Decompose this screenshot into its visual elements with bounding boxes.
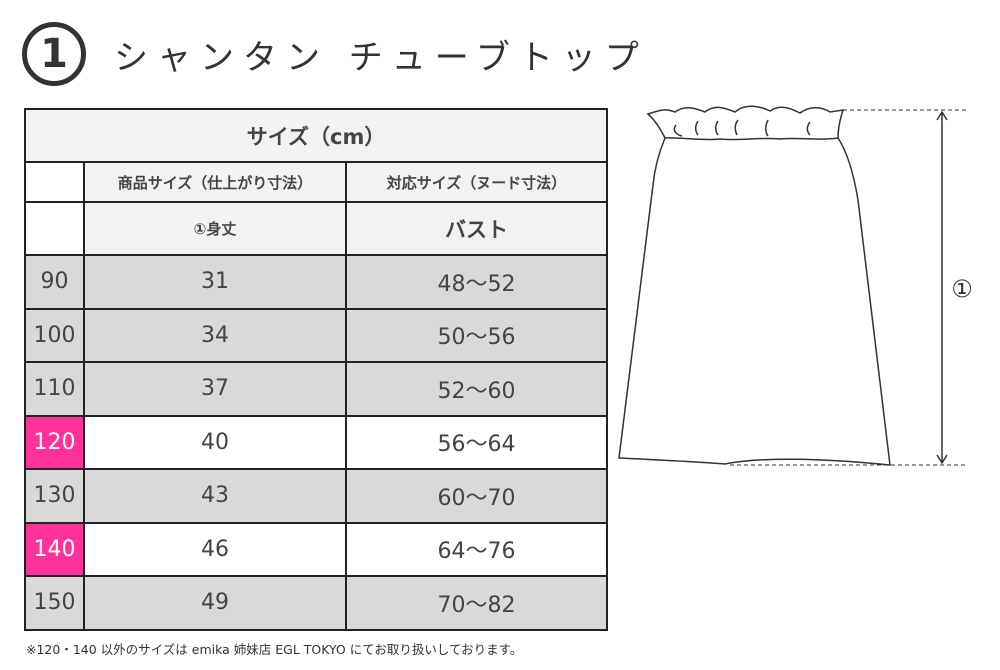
header-length: ①身丈	[83, 201, 347, 256]
circled-number: 1	[22, 22, 86, 86]
length-cell: 34	[83, 307, 347, 363]
size-cell: 120	[24, 414, 85, 470]
length-cell: 43	[83, 468, 347, 524]
bust-cell: 56～64	[345, 414, 608, 470]
table-row: 140 46 64～76	[24, 521, 608, 577]
table-row: 90 31 48～52	[24, 254, 608, 310]
table-row: 120 40 56～64	[24, 414, 608, 470]
garment-body	[618, 137, 891, 466]
bust-cell: 60～70	[345, 468, 608, 524]
footnote: ※120・140 以外のサイズは emika 姉妹店 EGL TOKYO にてお…	[26, 642, 523, 657]
bust-cell: 48～52	[345, 254, 608, 310]
length-cell: 49	[83, 575, 347, 631]
bust-cell: 52～60	[345, 361, 608, 417]
size-cell: 140	[24, 521, 85, 577]
page-title: 1 シャンタン チューブトップ	[22, 22, 648, 86]
bust-cell: 64～76	[345, 521, 608, 577]
bust-cell: 70～82	[345, 575, 608, 631]
size-table: サイズ（cm） 商品サイズ（仕上がり寸法） 対応サイズ（ヌード寸法） ①身丈 バ…	[24, 108, 608, 631]
header-nude-size: 対応サイズ（ヌード寸法）	[345, 161, 608, 203]
size-cell: 130	[24, 468, 85, 524]
length-cell: 31	[83, 254, 347, 310]
dimension-label: ①	[951, 275, 973, 303]
length-cell: 46	[83, 521, 347, 577]
header-product-size: 商品サイズ（仕上がり寸法）	[83, 161, 347, 203]
length-cell: 37	[83, 361, 347, 417]
size-cell: 100	[24, 307, 85, 363]
table-row: 130 43 60～70	[24, 468, 608, 524]
size-cell: 150	[24, 575, 85, 631]
length-cell: 40	[83, 414, 347, 470]
size-cell: 90	[24, 254, 85, 310]
bust-cell: 50～56	[345, 307, 608, 363]
table-caption: サイズ（cm）	[24, 108, 608, 163]
table-row: 110 37 52～60	[24, 361, 608, 417]
empty-cell	[24, 201, 85, 256]
ruffle	[646, 105, 845, 141]
table-row: 150 49 70～82	[24, 575, 608, 631]
empty-cell	[24, 161, 85, 203]
header-bust: バスト	[345, 201, 608, 256]
table-row: 100 34 50～56	[24, 307, 608, 363]
size-cell: 110	[24, 361, 85, 417]
product-name: シャンタン チューブトップ	[114, 37, 648, 78]
